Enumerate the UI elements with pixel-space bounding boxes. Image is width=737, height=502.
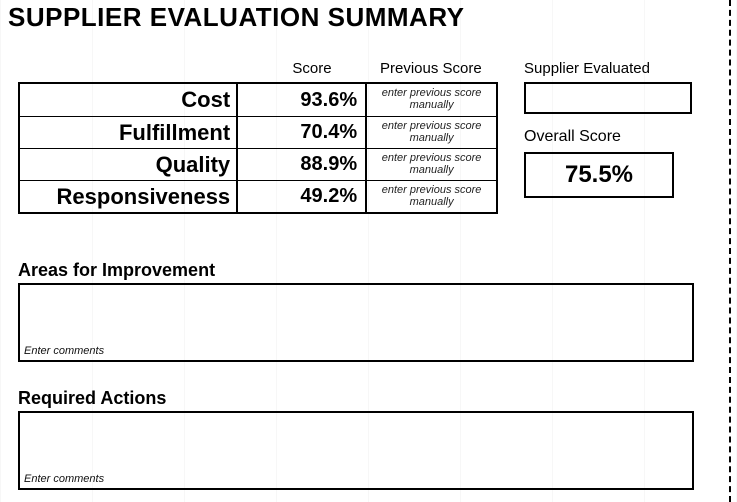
areas-for-improvement-input[interactable]: Enter comments xyxy=(18,284,694,362)
table-row: Fulfillment 70.4% enter previous score m… xyxy=(20,116,496,148)
table-row: Quality 88.9% enter previous score manua… xyxy=(20,148,496,180)
table-row: Cost 93.6% enter previous score manually xyxy=(20,84,496,116)
criteria-prev-fulfillment[interactable]: enter previous score manually xyxy=(367,117,496,148)
criteria-label-responsiveness: Responsiveness xyxy=(20,181,238,212)
col-supplier-header: Supplier Evaluated xyxy=(524,60,684,77)
criteria-prev-cost[interactable]: enter previous score manually xyxy=(367,84,496,116)
areas-for-improvement-label: Areas for Improvement xyxy=(18,260,694,285)
required-actions-label: Required Actions xyxy=(18,388,694,413)
criteria-score-quality: 88.9% xyxy=(238,149,367,180)
required-actions-input[interactable]: Enter comments xyxy=(18,412,694,490)
col-score-header: Score xyxy=(272,60,352,77)
score-table: Cost 93.6% enter previous score manually… xyxy=(18,82,498,214)
col-previous-header: Previous Score xyxy=(380,60,500,77)
supplier-evaluated-input[interactable] xyxy=(524,82,692,114)
criteria-prev-responsiveness[interactable]: enter previous score manually xyxy=(367,181,496,212)
areas-for-improvement-placeholder: Enter comments xyxy=(24,345,104,357)
criteria-label-quality: Quality xyxy=(20,149,238,180)
criteria-score-fulfillment: 70.4% xyxy=(238,117,367,148)
criteria-label-cost: Cost xyxy=(20,84,238,116)
page-break-guide xyxy=(729,0,731,502)
criteria-score-cost: 93.6% xyxy=(238,84,367,116)
criteria-prev-quality[interactable]: enter previous score manually xyxy=(367,149,496,180)
criteria-score-responsiveness: 49.2% xyxy=(238,181,367,212)
required-actions-placeholder: Enter comments xyxy=(24,473,104,485)
criteria-label-fulfillment: Fulfillment xyxy=(20,117,238,148)
page-title: SUPPLIER EVALUATION SUMMARY xyxy=(8,2,464,33)
overall-score-value: 75.5% xyxy=(524,152,674,198)
table-row: Responsiveness 49.2% enter previous scor… xyxy=(20,180,496,212)
overall-score-label: Overall Score xyxy=(524,128,621,146)
